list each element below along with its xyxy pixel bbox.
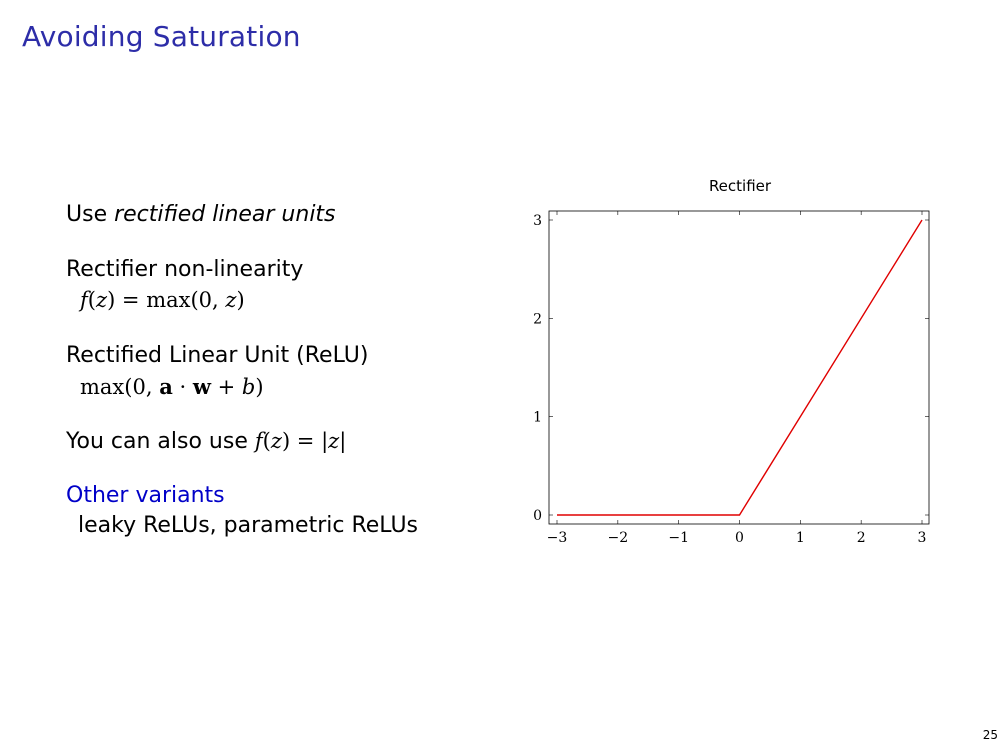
item1-emphasis: rectified linear units bbox=[114, 202, 336, 227]
rectifier-series-line bbox=[557, 219, 923, 516]
item4-prefix: You can also use bbox=[66, 429, 255, 454]
other-variants-title: Other variants bbox=[66, 483, 225, 508]
y-tick-label: 1 bbox=[533, 410, 542, 426]
plot-frame bbox=[548, 210, 930, 525]
x-tick-label: −2 bbox=[608, 530, 629, 546]
abs-bullet: You can also use f(z) = |z| bbox=[66, 428, 346, 455]
x-tick-label: 2 bbox=[857, 530, 866, 546]
y-tick-label: 3 bbox=[533, 213, 542, 229]
x-tick-label: 1 bbox=[796, 530, 805, 546]
x-tick-label: 0 bbox=[735, 530, 744, 546]
abs-formula: f(z) = |z| bbox=[254, 429, 347, 453]
chart-title: Rectifier bbox=[708, 177, 772, 195]
page-number: 25 bbox=[982, 728, 998, 742]
relu-label: Rectified Linear Unit (ReLU) bbox=[66, 343, 369, 368]
y-tick-label: 2 bbox=[533, 311, 542, 327]
x-tick-label: 3 bbox=[918, 530, 927, 546]
item1-prefix: Use bbox=[66, 202, 115, 227]
relu-formula: max(0, a · w + b) bbox=[80, 374, 264, 399]
x-tick-label: −3 bbox=[547, 530, 568, 546]
rectifier-label: Rectifier non-linearity bbox=[66, 257, 304, 282]
slide-title: Avoiding Saturation bbox=[22, 20, 301, 53]
x-tick-label: −1 bbox=[668, 530, 689, 546]
y-tick-label: 0 bbox=[533, 508, 542, 524]
bullet-rectified-linear-units: Use rectified linear units bbox=[66, 202, 336, 228]
other-variants-desc: leaky ReLUs, parametric ReLUs bbox=[78, 513, 419, 538]
rectifier-formula: f(z) = max(0, z) bbox=[80, 288, 245, 312]
